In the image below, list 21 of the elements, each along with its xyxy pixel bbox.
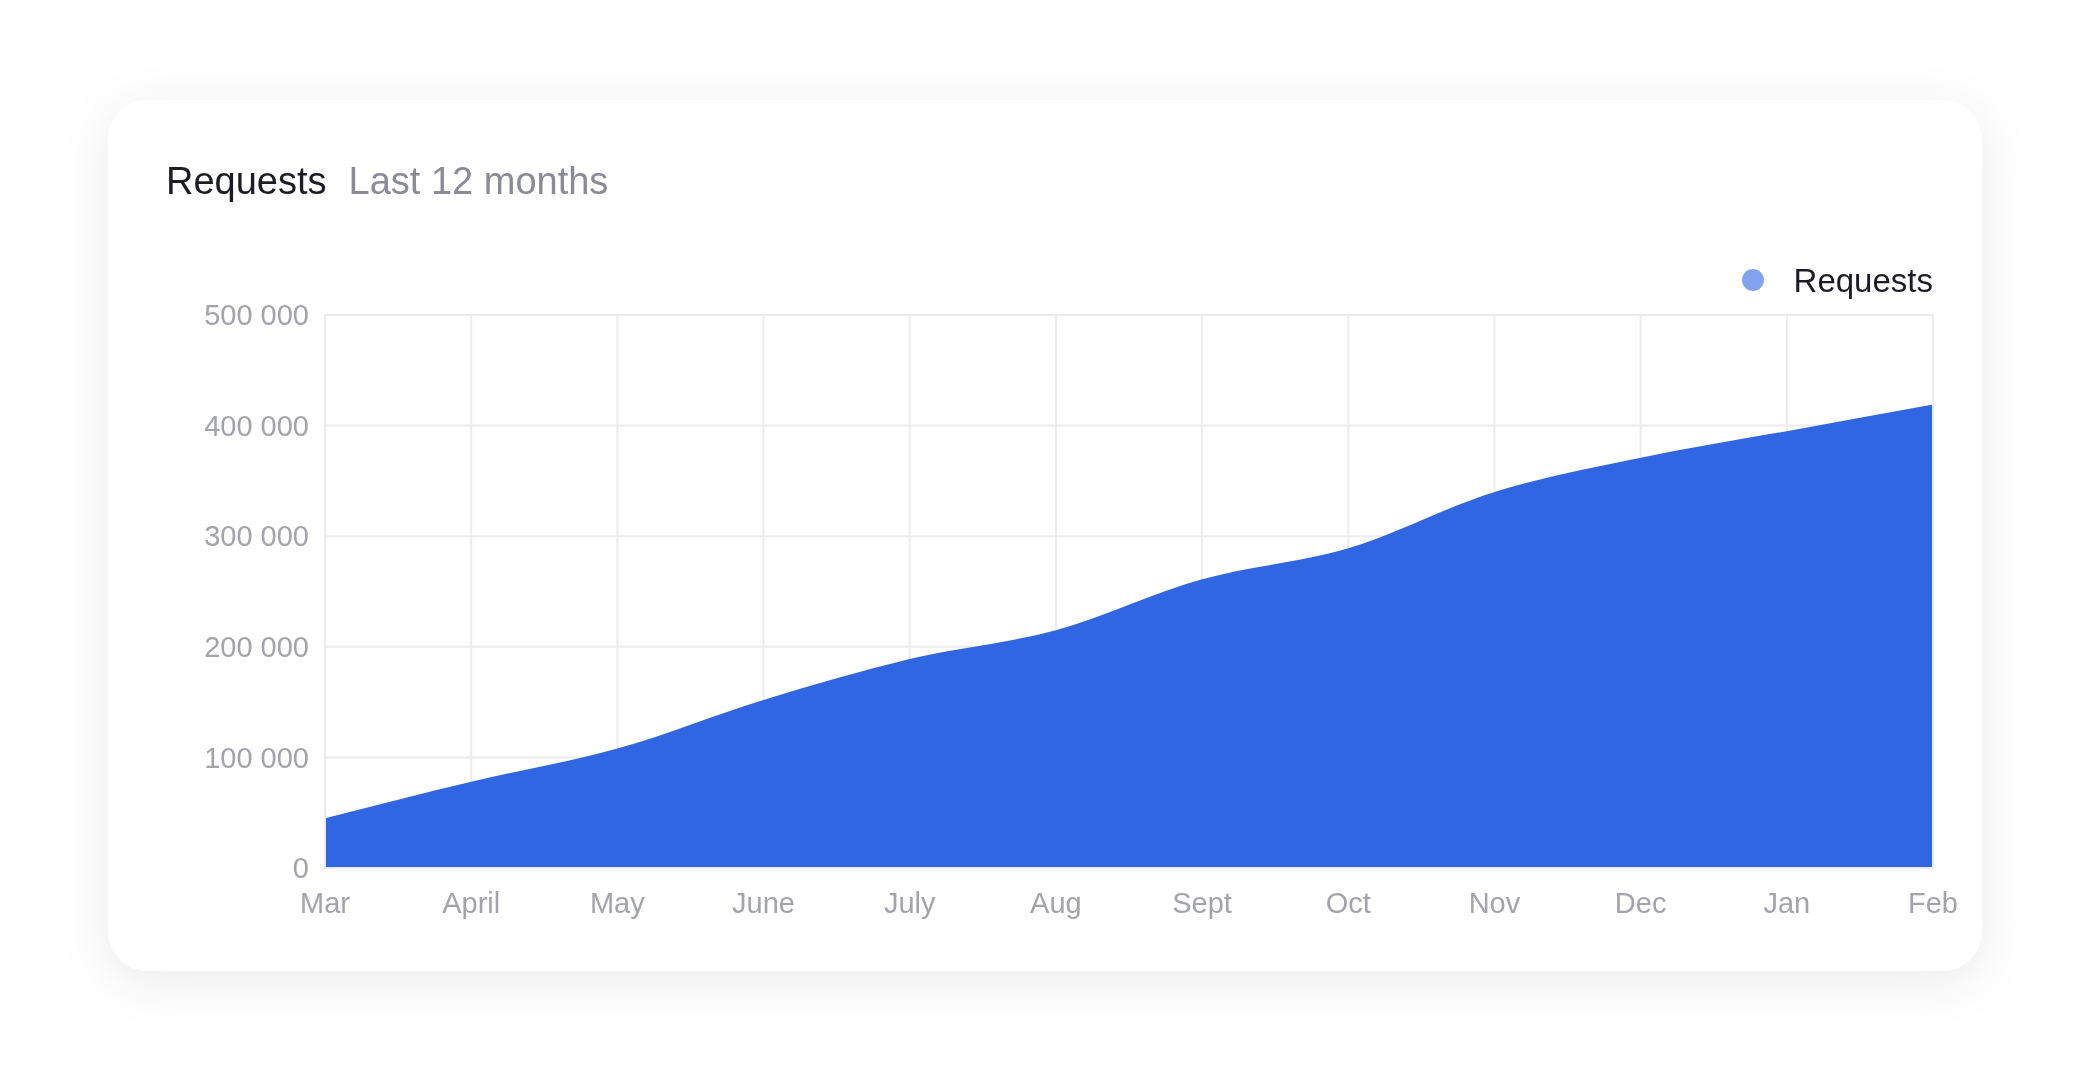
x-tick-label: Aug xyxy=(1030,887,1082,919)
legend-label: Requests xyxy=(1793,261,1933,299)
x-tick-label: July xyxy=(883,887,937,919)
chart-subtitle: Last 12 months xyxy=(348,160,609,202)
x-tick-label: Sept xyxy=(1172,887,1232,919)
x-tick-label: April xyxy=(442,887,501,919)
y-tick-label: 200 000 xyxy=(204,630,309,663)
x-tick-label: June xyxy=(732,887,795,919)
x-tick-label: Feb xyxy=(1908,887,1958,919)
x-tick-label: Oct xyxy=(1325,887,1371,919)
x-tick-label: Dec xyxy=(1614,887,1667,919)
x-tick-label: Jan xyxy=(1763,887,1811,919)
x-tick-label: May xyxy=(589,887,646,919)
y-tick-label: 100 000 xyxy=(204,741,309,774)
y-tick-label: 500 000 xyxy=(204,299,309,332)
x-tick-label: Mar xyxy=(300,887,351,919)
y-tick-label: 400 000 xyxy=(204,409,309,442)
chart-title: Requests xyxy=(166,160,327,202)
y-tick-label: 0 xyxy=(292,852,309,885)
y-tick-label: 300 000 xyxy=(204,520,309,553)
x-tick-label: Nov xyxy=(1468,887,1521,919)
